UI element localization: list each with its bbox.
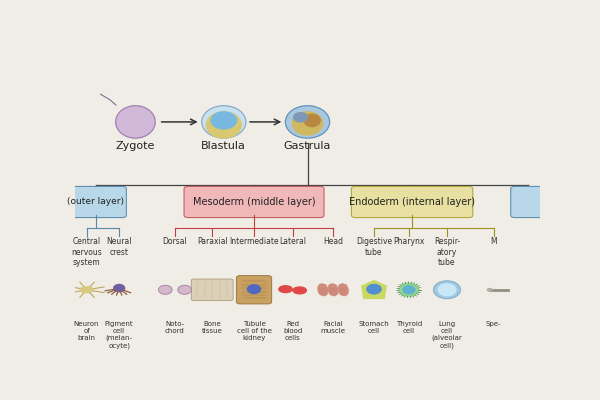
Text: Pharynx: Pharynx — [393, 238, 425, 246]
Text: (outer layer): (outer layer) — [67, 198, 124, 206]
FancyBboxPatch shape — [511, 186, 546, 218]
Ellipse shape — [328, 284, 338, 296]
Text: Spe-: Spe- — [486, 320, 501, 326]
Ellipse shape — [292, 112, 323, 135]
Text: Gastrula: Gastrula — [284, 141, 331, 151]
Text: Stomach
cell: Stomach cell — [359, 320, 389, 334]
Text: Dorsal: Dorsal — [163, 238, 187, 246]
Ellipse shape — [338, 284, 348, 296]
Ellipse shape — [80, 287, 93, 293]
Text: Head: Head — [323, 238, 343, 246]
Text: Thyroid
cell: Thyroid cell — [396, 320, 422, 334]
Ellipse shape — [206, 112, 241, 138]
Circle shape — [248, 285, 260, 294]
Circle shape — [434, 281, 460, 299]
Ellipse shape — [113, 285, 125, 292]
Text: Zygote: Zygote — [116, 141, 155, 151]
Text: Lung
cell
(alveolar
cell): Lung cell (alveolar cell) — [431, 320, 463, 348]
Text: Mesoderm (middle layer): Mesoderm (middle layer) — [193, 197, 316, 207]
Text: Respir-
atory
tube: Respir- atory tube — [434, 238, 460, 267]
Circle shape — [114, 284, 124, 291]
Ellipse shape — [400, 283, 418, 296]
Ellipse shape — [202, 106, 246, 138]
Text: M: M — [490, 238, 497, 246]
FancyBboxPatch shape — [184, 186, 324, 218]
Text: Digestive
tube: Digestive tube — [356, 238, 392, 257]
Polygon shape — [362, 280, 386, 298]
Text: Endoderm (internal layer): Endoderm (internal layer) — [349, 197, 475, 207]
Ellipse shape — [116, 106, 155, 138]
Text: Blastula: Blastula — [202, 141, 246, 151]
Text: Neuron
of
brain: Neuron of brain — [74, 320, 100, 340]
Ellipse shape — [286, 106, 329, 138]
Text: Central
nervous
system: Central nervous system — [71, 238, 102, 267]
Ellipse shape — [279, 286, 292, 292]
FancyBboxPatch shape — [191, 279, 233, 300]
Text: Neural
crest: Neural crest — [106, 238, 132, 257]
Ellipse shape — [304, 114, 320, 126]
Ellipse shape — [211, 112, 236, 129]
FancyBboxPatch shape — [352, 186, 473, 218]
Text: Bone
tissue: Bone tissue — [202, 320, 223, 334]
FancyBboxPatch shape — [65, 186, 127, 218]
Text: Red
blood
cells: Red blood cells — [283, 320, 302, 340]
Ellipse shape — [178, 285, 191, 294]
Text: Pigment
cell
(melan-
ocyte): Pigment cell (melan- ocyte) — [105, 320, 133, 348]
Text: Facial
muscle: Facial muscle — [320, 320, 346, 334]
Ellipse shape — [293, 113, 308, 122]
Circle shape — [367, 284, 381, 294]
Text: Intermediate: Intermediate — [229, 238, 279, 246]
Text: Lateral: Lateral — [279, 238, 306, 246]
Circle shape — [438, 284, 456, 296]
Text: Tubule
cell of the
kidney: Tubule cell of the kidney — [236, 320, 271, 340]
Text: Noto-
chord: Noto- chord — [165, 320, 185, 334]
Ellipse shape — [487, 288, 492, 291]
Ellipse shape — [293, 287, 307, 294]
Circle shape — [403, 286, 415, 294]
Ellipse shape — [158, 285, 172, 294]
Ellipse shape — [318, 284, 328, 296]
Text: Paraxial: Paraxial — [197, 238, 227, 246]
FancyBboxPatch shape — [236, 276, 272, 304]
